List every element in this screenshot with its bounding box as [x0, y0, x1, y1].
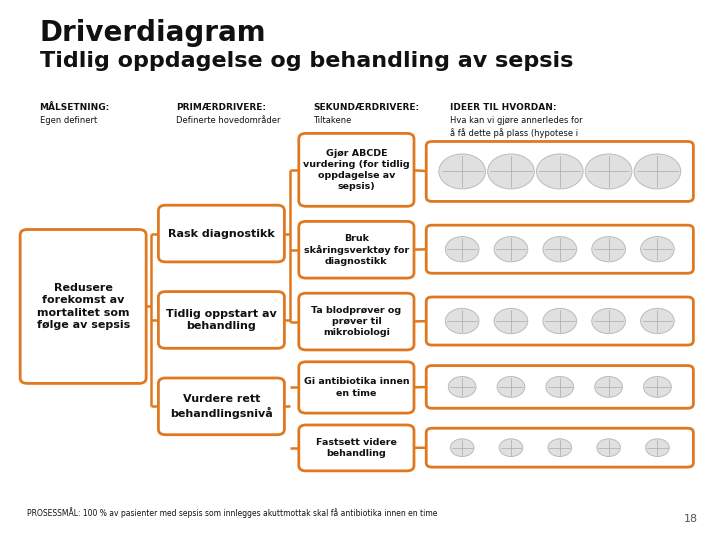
- Text: Rask diagnostikk: Rask diagnostikk: [168, 228, 275, 239]
- Text: Ta blodprøver og
prøver til
mikrobiologi: Ta blodprøver og prøver til mikrobiologi: [311, 306, 402, 337]
- Circle shape: [597, 439, 621, 456]
- Text: PRIMÆRDRIVERE:: PRIMÆRDRIVERE:: [176, 103, 266, 112]
- Text: Tiltakene: Tiltakene: [313, 116, 351, 125]
- Text: Bruk
skåringsverktøy for
diagnostikk: Bruk skåringsverktøy for diagnostikk: [304, 233, 409, 266]
- Circle shape: [641, 308, 674, 334]
- Circle shape: [641, 237, 674, 262]
- FancyBboxPatch shape: [158, 205, 284, 262]
- FancyBboxPatch shape: [426, 366, 693, 408]
- Text: Gi antibiotika innen
en time: Gi antibiotika innen en time: [304, 377, 409, 397]
- FancyBboxPatch shape: [299, 221, 414, 278]
- Text: Redusere
forekomst av
mortalitet som
følge av sepsis: Redusere forekomst av mortalitet som føl…: [37, 283, 130, 330]
- FancyBboxPatch shape: [426, 141, 693, 201]
- FancyBboxPatch shape: [426, 297, 693, 345]
- Circle shape: [592, 237, 626, 262]
- FancyBboxPatch shape: [299, 133, 414, 206]
- Text: Driverdiagram: Driverdiagram: [40, 19, 266, 47]
- Circle shape: [451, 439, 474, 456]
- Text: SEKUNDÆRDRIVERE:: SEKUNDÆRDRIVERE:: [313, 103, 419, 112]
- Circle shape: [592, 308, 626, 334]
- Circle shape: [595, 376, 623, 397]
- Circle shape: [644, 376, 671, 397]
- Circle shape: [548, 439, 572, 456]
- Text: IDEER TIL HVORDAN:: IDEER TIL HVORDAN:: [450, 103, 557, 112]
- FancyBboxPatch shape: [299, 362, 414, 413]
- Text: Gjør ABCDE
vurdering (for tidlig
oppdagelse av
sepsis): Gjør ABCDE vurdering (for tidlig oppdage…: [303, 148, 410, 191]
- Text: MÅLSETNING:: MÅLSETNING:: [40, 103, 110, 112]
- Text: Tidlig oppstart av
behandling: Tidlig oppstart av behandling: [166, 309, 276, 331]
- Circle shape: [439, 154, 485, 189]
- FancyBboxPatch shape: [20, 230, 146, 383]
- FancyBboxPatch shape: [299, 293, 414, 350]
- Circle shape: [543, 308, 577, 334]
- Text: Fastsett videre
behandling: Fastsett videre behandling: [316, 438, 397, 458]
- Text: Vurdere rett
behandlingsnivå: Vurdere rett behandlingsnivå: [170, 394, 273, 419]
- Circle shape: [536, 154, 583, 189]
- Circle shape: [446, 308, 479, 334]
- FancyBboxPatch shape: [158, 292, 284, 348]
- Text: Definerte hovedområder: Definerte hovedområder: [176, 116, 281, 125]
- FancyBboxPatch shape: [426, 225, 693, 273]
- Text: PROSESSMÅL: 100 % av pasienter med sepsis som innlegges akuttmottak skal få anti: PROSESSMÅL: 100 % av pasienter med sepsi…: [27, 508, 438, 518]
- Circle shape: [494, 237, 528, 262]
- FancyBboxPatch shape: [158, 378, 284, 435]
- FancyBboxPatch shape: [426, 428, 693, 467]
- Circle shape: [543, 237, 577, 262]
- Circle shape: [634, 154, 680, 189]
- Circle shape: [546, 376, 574, 397]
- Text: Tidlig oppdagelse og behandling av sepsis: Tidlig oppdagelse og behandling av sepsi…: [40, 51, 573, 71]
- Circle shape: [446, 237, 479, 262]
- Circle shape: [646, 439, 670, 456]
- Circle shape: [499, 439, 523, 456]
- Circle shape: [494, 308, 528, 334]
- Circle shape: [449, 376, 476, 397]
- Text: Egen definert: Egen definert: [40, 116, 97, 125]
- Text: 18: 18: [684, 514, 698, 524]
- Circle shape: [497, 376, 525, 397]
- Circle shape: [487, 154, 534, 189]
- Text: Hva kan vi gjøre annerledes for
å få dette på plass (hypotese i
pdsa – skjema): Hva kan vi gjøre annerledes for å få det…: [450, 116, 582, 150]
- FancyBboxPatch shape: [299, 425, 414, 471]
- Circle shape: [585, 154, 632, 189]
